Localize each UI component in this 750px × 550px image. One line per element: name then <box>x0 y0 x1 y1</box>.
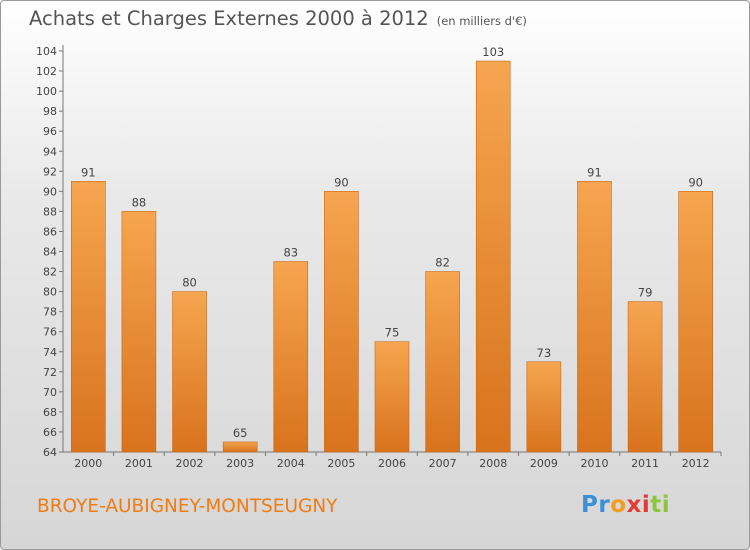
x-tick-label: 2000 <box>74 457 102 470</box>
y-tick-label: 100 <box>36 85 57 98</box>
bar <box>273 261 309 453</box>
y-tick-label: 64 <box>43 446 57 459</box>
y-tick-label: 72 <box>43 366 57 379</box>
bar <box>374 341 410 453</box>
value-label: 75 <box>385 326 400 340</box>
value-label: 80 <box>182 276 197 290</box>
y-tick-label: 68 <box>43 406 57 419</box>
bar <box>526 361 562 453</box>
value-label: 83 <box>283 246 298 260</box>
bar <box>475 60 511 453</box>
chart-subtitle: (en milliers d'€) <box>436 14 527 28</box>
bar <box>324 191 359 453</box>
value-label: 103 <box>482 45 504 59</box>
value-label: 73 <box>537 346 552 360</box>
chart-title: Achats et Charges Externes 2000 à 2012 (e… <box>29 7 527 30</box>
value-labels: 91 88 80 65 83 90 75 82 103 73 91 79 90 <box>81 45 703 440</box>
y-tick-label: 98 <box>43 105 57 118</box>
bar <box>121 211 157 453</box>
commune-name: BROYE-AUBIGNEY-MONTSEUGNY <box>37 496 338 517</box>
x-tick-label: 2007 <box>429 457 457 470</box>
y-tick-label: 80 <box>43 286 57 299</box>
bar <box>71 181 106 453</box>
value-label: 90 <box>334 175 349 189</box>
value-label: 65 <box>233 426 248 440</box>
logo-letter: t <box>650 492 662 518</box>
bars <box>71 60 713 453</box>
y-tick-label: 90 <box>43 185 57 198</box>
logo-letter: i <box>661 492 671 518</box>
logo-letter: P <box>581 492 599 518</box>
y-tick-label: 70 <box>43 386 57 399</box>
x-tick-label: 2001 <box>125 457 153 470</box>
chart-title-text: Achats et Charges Externes 2000 à 2012 <box>29 7 429 30</box>
bar <box>222 441 258 453</box>
x-tick-label: 2002 <box>176 457 204 470</box>
y-tick-label: 92 <box>43 165 57 178</box>
bar <box>425 271 460 453</box>
value-label: 82 <box>435 256 450 270</box>
logo-letter: x <box>626 492 642 518</box>
x-tick-label: 2012 <box>682 457 710 470</box>
y-tick-label: 74 <box>43 346 57 359</box>
value-label: 88 <box>132 195 147 209</box>
y-tick-label: 86 <box>43 225 57 238</box>
y-tick-label: 82 <box>43 266 57 279</box>
y-tick-label: 66 <box>43 426 57 439</box>
x-tick-label: 2009 <box>530 457 558 470</box>
logo-letter: i <box>641 492 651 518</box>
y-tick-label: 76 <box>43 326 57 339</box>
y-tick-label: 104 <box>36 45 57 58</box>
y-tick-label: 94 <box>43 145 57 158</box>
y-tick-label: 102 <box>36 65 57 78</box>
x-tick-label: 2010 <box>580 457 608 470</box>
x-tick-label: 2004 <box>277 457 305 470</box>
bar <box>577 181 612 453</box>
x-tick-label: 2006 <box>378 457 406 470</box>
x-tick-label: 2011 <box>631 457 659 470</box>
x-tick-label: 2003 <box>226 457 254 470</box>
y-tick-label: 96 <box>43 125 57 138</box>
value-label: 90 <box>688 175 703 189</box>
x-tick-label: 2008 <box>479 457 507 470</box>
logo-letter: r <box>598 492 611 518</box>
bar <box>678 191 713 453</box>
bar <box>627 301 663 453</box>
x-tick-label: 2005 <box>327 457 355 470</box>
y-tick-label: 78 <box>43 306 57 319</box>
value-label: 79 <box>638 286 653 300</box>
value-label: 91 <box>81 165 96 179</box>
y-tick-label: 88 <box>43 205 57 218</box>
bar <box>172 291 207 453</box>
proxiti-logo: Proxiti <box>581 492 670 518</box>
logo-letter: o <box>610 492 627 518</box>
value-label: 91 <box>587 165 602 179</box>
y-tick-label: 84 <box>43 246 57 259</box>
